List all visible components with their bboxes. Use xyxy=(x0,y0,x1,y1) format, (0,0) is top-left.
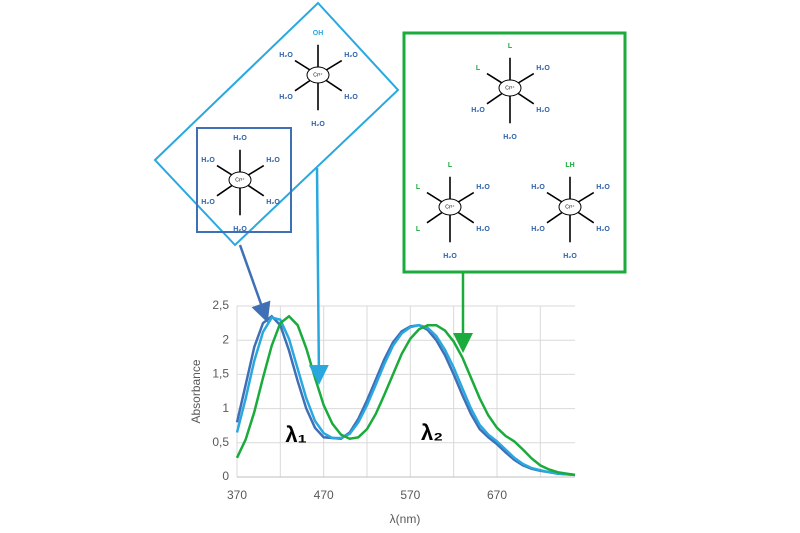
y-tick-label: 2,5 xyxy=(212,298,229,312)
box-aqua xyxy=(196,127,292,233)
ligand-label: OH xyxy=(313,30,324,37)
box-hydroxo xyxy=(153,1,400,247)
ligand-label: H₂O xyxy=(233,135,247,142)
ligand-label: H₂O xyxy=(536,107,550,114)
metal-center xyxy=(438,198,462,216)
metal-label: Cr³⁺ xyxy=(505,85,515,91)
ligand-label: H₂O xyxy=(344,52,358,59)
ligand-label: H₂O xyxy=(476,184,490,191)
plot: 0 0,5 1 1,5 2 2,5 370 470 570 670 Absorbance λ(nm) λ… xyxy=(189,298,576,526)
complex: Cr³⁺ H₂O H₂O H₂O H₂O H₂O H₂O xyxy=(201,135,280,233)
ligand-label: L xyxy=(476,65,481,72)
ligand-label: L xyxy=(416,226,421,233)
ligand-label: H₂O xyxy=(596,226,610,233)
y-tick-label: 1,5 xyxy=(212,367,229,381)
metal-center xyxy=(558,198,582,216)
band-label: λ₁ xyxy=(285,422,306,447)
complex: Cr³⁺ LH H₂O H₂O H₂O H₂O H₂O xyxy=(531,162,610,260)
ligand-label: H₂O xyxy=(471,107,485,114)
ligand-label: H₂O xyxy=(266,199,280,206)
complexes: Cr³⁺ OH H₂O H₂O H₂O H₂O H₂O Cr³⁺ H₂O H₂O H₂O H₂O H₂O… xyxy=(201,30,610,260)
ligand-label: H₂O xyxy=(201,199,215,206)
y-tick-label: 0 xyxy=(222,469,229,483)
metal-label: Cr³⁺ xyxy=(235,177,245,183)
x-tick-label: 670 xyxy=(487,488,507,502)
complex: Cr³⁺ L H₂O H₂O H₂O L L xyxy=(416,162,490,260)
x-tick-label: 470 xyxy=(314,488,334,502)
ligand-label: H₂O xyxy=(531,226,545,233)
metal-center xyxy=(228,171,252,189)
ligand-label: LH xyxy=(565,162,574,169)
complex: Cr³⁺ OH H₂O H₂O H₂O H₂O H₂O xyxy=(279,30,358,128)
arrow xyxy=(308,167,329,385)
band-label: λ₂ xyxy=(421,420,443,445)
ligand-label: L xyxy=(416,184,421,191)
ligand-label: H₂O xyxy=(563,253,577,260)
y-axis-title: Absorbance xyxy=(189,359,203,423)
metal-label: Cr³⁺ xyxy=(313,72,323,78)
ligand-label: H₂O xyxy=(476,226,490,233)
ligand-label: H₂O xyxy=(279,52,293,59)
ligand-label: H₂O xyxy=(201,157,215,164)
y-tick-label: 2 xyxy=(222,332,229,346)
x-axis-title: λ(nm) xyxy=(390,512,421,526)
y-tick-label: 1 xyxy=(222,401,229,415)
ligand-label: H₂O xyxy=(536,65,550,72)
arrow xyxy=(238,244,271,323)
ligand-label: H₂O xyxy=(279,94,293,101)
metal-label: Cr³⁺ xyxy=(565,204,575,210)
metal-center xyxy=(306,66,330,84)
ligand-label: H₂O xyxy=(596,184,610,191)
x-tick-label: 570 xyxy=(400,488,420,502)
y-tick-label: 0,5 xyxy=(212,435,229,449)
ligand-label: H₂O xyxy=(443,253,457,260)
ligand-label: H₂O xyxy=(311,121,325,128)
metal-center xyxy=(498,79,522,97)
ligand-label: H₂O xyxy=(266,157,280,164)
metal-label: Cr³⁺ xyxy=(445,204,455,210)
ligand-label: H₂O xyxy=(344,94,358,101)
x-tick-label: 370 xyxy=(227,488,247,502)
ligand-label: L xyxy=(448,162,453,169)
series-line xyxy=(235,314,576,477)
ligand-label: L xyxy=(508,43,513,50)
ligand-label: H₂O xyxy=(531,184,545,191)
box-ligand xyxy=(402,31,627,274)
ligand-label: H₂O xyxy=(503,134,517,141)
ligand-label: H₂O xyxy=(233,226,247,233)
series-line xyxy=(235,316,576,477)
complex: Cr³⁺ L H₂O H₂O H₂O H₂O L xyxy=(471,43,550,141)
